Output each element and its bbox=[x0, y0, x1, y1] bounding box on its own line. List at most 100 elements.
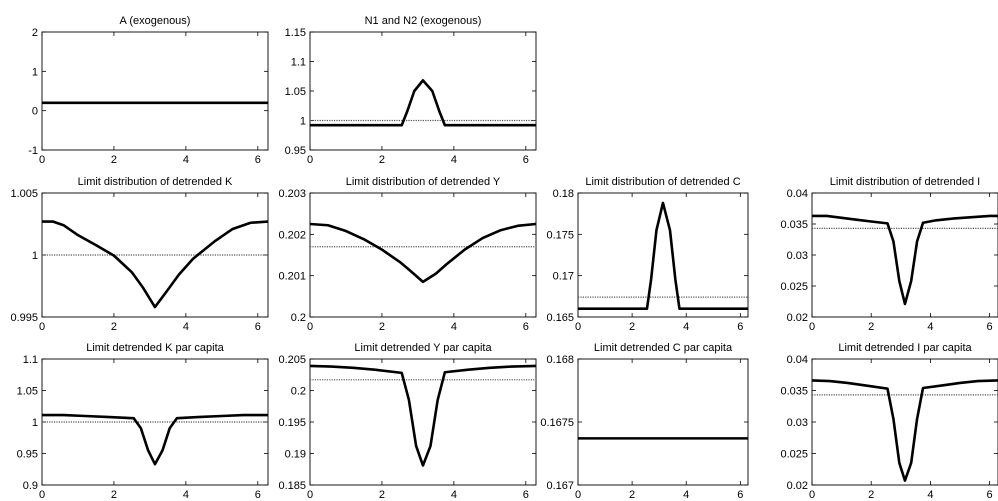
y-tick-label: 0.02 bbox=[787, 480, 808, 492]
series-line bbox=[812, 379, 998, 482]
y-tick-label: 0.165 bbox=[546, 312, 574, 324]
chart-title: Limit distribution of detrended C bbox=[585, 176, 740, 188]
series-line bbox=[310, 364, 536, 467]
y-tick-label: 0.03 bbox=[787, 250, 808, 262]
x-tick-label: 6 bbox=[523, 321, 529, 333]
plot-frame bbox=[309, 31, 537, 151]
x-tick-label: 0 bbox=[39, 489, 45, 501]
y-tick-label: 1 bbox=[32, 417, 38, 429]
y-tick-label: 0.025 bbox=[780, 449, 808, 461]
x-tick-label: 4 bbox=[451, 489, 457, 501]
y-tick-label: 0.95 bbox=[285, 145, 306, 157]
chart-title: Limit detrended C par capita bbox=[594, 342, 733, 354]
x-tick-label: 2 bbox=[868, 321, 874, 333]
x-tick-label: 6 bbox=[523, 489, 529, 501]
y-tick-label: 0.995 bbox=[10, 312, 38, 324]
chart-title: N1 and N2 (exogenous) bbox=[365, 15, 482, 27]
x-tick-label: 2 bbox=[629, 489, 635, 501]
y-tick-label: 0.205 bbox=[278, 354, 306, 366]
x-tick-label: 4 bbox=[451, 154, 457, 166]
chart-title: Limit distribution of detrended Y bbox=[346, 176, 501, 188]
plot-frame bbox=[811, 358, 998, 486]
plot-frame bbox=[41, 31, 269, 151]
x-tick-label: 4 bbox=[927, 489, 933, 501]
x-tick-label: 4 bbox=[183, 154, 189, 166]
x-tick-label: 4 bbox=[451, 321, 457, 333]
x-tick-label: 6 bbox=[255, 154, 261, 166]
series-line bbox=[578, 201, 748, 311]
chart-title: Limit detrended K par capita bbox=[86, 342, 224, 354]
plot-frame bbox=[577, 358, 749, 486]
y-tick-label: 0.195 bbox=[278, 417, 306, 429]
x-tick-label: 0 bbox=[39, 321, 45, 333]
y-tick-label: 0.2 bbox=[291, 312, 306, 324]
y-tick-label: 1.05 bbox=[17, 386, 38, 398]
series-line bbox=[42, 413, 268, 466]
x-tick-label: 6 bbox=[737, 321, 743, 333]
y-tick-label: 0.2 bbox=[291, 386, 306, 398]
x-tick-label: 0 bbox=[307, 321, 313, 333]
chart-panel-10: Limit detrended I par capita 0 2 4 6 0.02 0.02… bbox=[780, 342, 998, 501]
y-tick-label: 0.9 bbox=[23, 480, 38, 492]
y-tick-label: 1.15 bbox=[285, 27, 306, 39]
chart-panel-6: Limit distribution of detrended I 0 2 4 6 0.0… bbox=[780, 176, 998, 333]
x-tick-label: 0 bbox=[575, 489, 581, 501]
x-tick-label: 6 bbox=[255, 321, 261, 333]
y-tick-label: 0.202 bbox=[278, 229, 306, 241]
x-tick-label: 4 bbox=[183, 321, 189, 333]
y-tick-label: 0.185 bbox=[278, 480, 306, 492]
x-tick-label: 0 bbox=[809, 321, 815, 333]
y-tick-label: 0.18 bbox=[553, 188, 574, 200]
y-tick-label: 1.005 bbox=[10, 188, 38, 200]
series-line bbox=[310, 79, 536, 127]
x-tick-label: 2 bbox=[379, 489, 385, 501]
x-tick-label: 2 bbox=[111, 154, 117, 166]
chart-panel-5: Limit distribution of detrended C 0 2 4 6 0.1… bbox=[546, 176, 749, 333]
y-tick-label: 0.04 bbox=[787, 354, 808, 366]
y-tick-label: 1.1 bbox=[23, 354, 38, 366]
y-tick-label: 2 bbox=[32, 27, 38, 39]
chart-title: Limit detrended I par capita bbox=[838, 342, 972, 354]
series-line bbox=[310, 222, 536, 284]
plot-frame bbox=[811, 192, 998, 318]
y-tick-label: -1 bbox=[28, 145, 38, 157]
y-tick-label: 0.04 bbox=[787, 188, 808, 200]
x-tick-label: 4 bbox=[683, 321, 689, 333]
x-tick-label: 6 bbox=[987, 489, 993, 501]
x-tick-label: 0 bbox=[307, 154, 313, 166]
x-tick-label: 0 bbox=[307, 489, 313, 501]
y-tick-label: 1 bbox=[300, 116, 306, 128]
y-tick-label: 1 bbox=[32, 66, 38, 78]
x-tick-label: 0 bbox=[575, 321, 581, 333]
y-tick-label: 0.17 bbox=[553, 271, 574, 283]
x-tick-label: 6 bbox=[987, 321, 993, 333]
plot-frame bbox=[577, 192, 749, 318]
x-tick-label: 2 bbox=[111, 321, 117, 333]
x-tick-label: 4 bbox=[183, 489, 189, 501]
chart-panel-9: Limit detrended C par capita 0 2 4 6 0.167 0.1… bbox=[540, 342, 749, 501]
x-tick-label: 2 bbox=[111, 489, 117, 501]
x-tick-label: 4 bbox=[683, 489, 689, 501]
y-tick-label: 0.03 bbox=[787, 417, 808, 429]
y-tick-label: 1 bbox=[32, 250, 38, 262]
x-tick-label: 6 bbox=[255, 489, 261, 501]
x-tick-label: 0 bbox=[39, 154, 45, 166]
x-tick-label: 6 bbox=[737, 489, 743, 501]
y-tick-label: 0.95 bbox=[17, 449, 38, 461]
y-tick-label: 0.19 bbox=[285, 449, 306, 461]
y-tick-label: 0.035 bbox=[780, 386, 808, 398]
chart-title: Limit distribution of detrended I bbox=[830, 176, 980, 188]
y-tick-label: 0.175 bbox=[546, 229, 574, 241]
y-tick-label: 1.1 bbox=[291, 57, 306, 69]
x-tick-label: 2 bbox=[379, 154, 385, 166]
y-tick-label: 1.05 bbox=[285, 86, 306, 98]
y-tick-label: 0.025 bbox=[780, 281, 808, 293]
x-tick-label: 2 bbox=[379, 321, 385, 333]
series-line bbox=[812, 214, 998, 306]
chart-title: Limit distribution of detrended K bbox=[78, 176, 233, 188]
y-tick-label: 0.035 bbox=[780, 219, 808, 231]
chart-panel-7: Limit detrended K par capita 0 2 4 6 0.9 0.95 1… bbox=[17, 342, 269, 501]
chart-title: Limit detrended Y par capita bbox=[354, 342, 492, 354]
